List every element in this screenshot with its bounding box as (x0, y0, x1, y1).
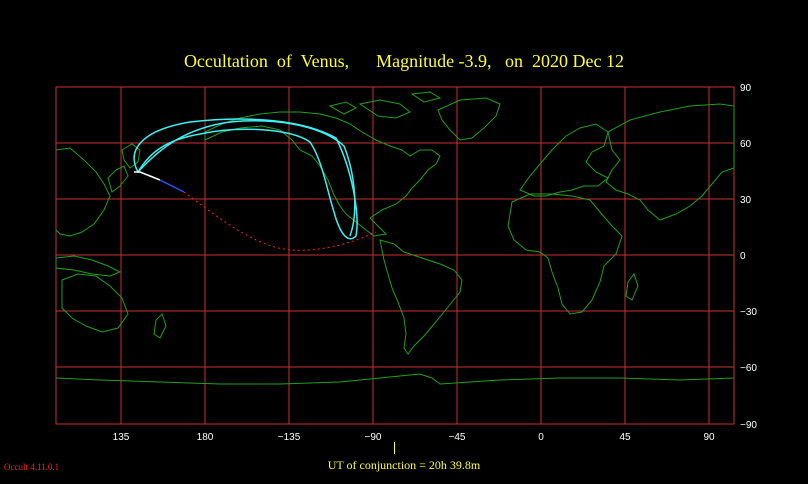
coast-new-zealand (153, 313, 167, 339)
coast-madagascar (625, 272, 639, 301)
coast-arctic-islands (328, 91, 442, 119)
lat-tick: −60 (740, 363, 757, 374)
conjunction-time: UT of conjunction = 20h 39.8m (327, 458, 481, 472)
coast-australia (61, 273, 129, 333)
conjunction-marker (394, 442, 395, 454)
coast-greenland (437, 97, 501, 141)
lon-tick: 45 (619, 432, 631, 443)
path-limit-inner (137, 120, 356, 237)
coast-antarctica (55, 373, 735, 385)
lon-tick: −135 (278, 432, 301, 443)
lon-tick: −90 (365, 432, 382, 443)
coast-japan (107, 165, 129, 193)
longitude-grid (120, 87, 710, 424)
lat-tick: 60 (740, 139, 752, 150)
occultation-path (133, 118, 377, 251)
lon-tick: 0 (538, 432, 544, 443)
coast-kamchatka (121, 143, 141, 169)
coast-asia (605, 103, 735, 221)
coastlines (55, 91, 735, 385)
lon-tick: −45 (449, 432, 466, 443)
coast-north-america (204, 111, 441, 237)
coast-europe (519, 123, 609, 197)
lon-tick: 90 (703, 432, 715, 443)
coast-indonesia (55, 255, 122, 277)
path-blue-segment (159, 179, 185, 193)
lon-tick: 135 (113, 432, 130, 443)
lat-tick: 90 (740, 83, 752, 94)
coast-asia-west (55, 147, 111, 237)
lon-tick: 180 (197, 432, 214, 443)
lat-tick: 0 (740, 251, 746, 262)
coast-south-america (379, 239, 463, 355)
version-label: Occult 4.11.0.1 (4, 462, 60, 472)
coast-africa (507, 193, 623, 315)
path-limit-outer (133, 118, 358, 240)
longitude-labels: 135 180 −135 −90 −45 0 45 90 (113, 432, 715, 443)
lat-tick: −90 (740, 420, 757, 431)
path-dotted-red (183, 191, 377, 251)
lat-tick: 30 (740, 195, 752, 206)
lat-tick: −30 (740, 307, 757, 318)
map-title: Occultation of Venus, Magnitude -3.9, on… (183, 51, 625, 71)
latitude-grid (56, 142, 734, 368)
path-white-segment (134, 171, 161, 181)
latitude-labels: 90 60 30 0 −30 −60 −90 (740, 83, 757, 431)
